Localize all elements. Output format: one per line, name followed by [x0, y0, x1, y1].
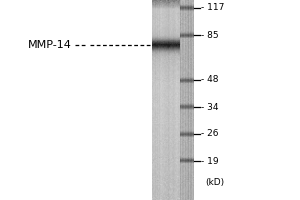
Text: (kD): (kD)	[206, 178, 225, 186]
Text: - 48: - 48	[201, 75, 218, 84]
Text: - 117: - 117	[201, 3, 224, 12]
Text: - 85: - 85	[201, 30, 219, 40]
Text: - 19: - 19	[201, 156, 219, 166]
Text: MMP-14: MMP-14	[28, 40, 72, 50]
Text: - 34: - 34	[201, 102, 218, 112]
Text: - 26: - 26	[201, 130, 218, 138]
